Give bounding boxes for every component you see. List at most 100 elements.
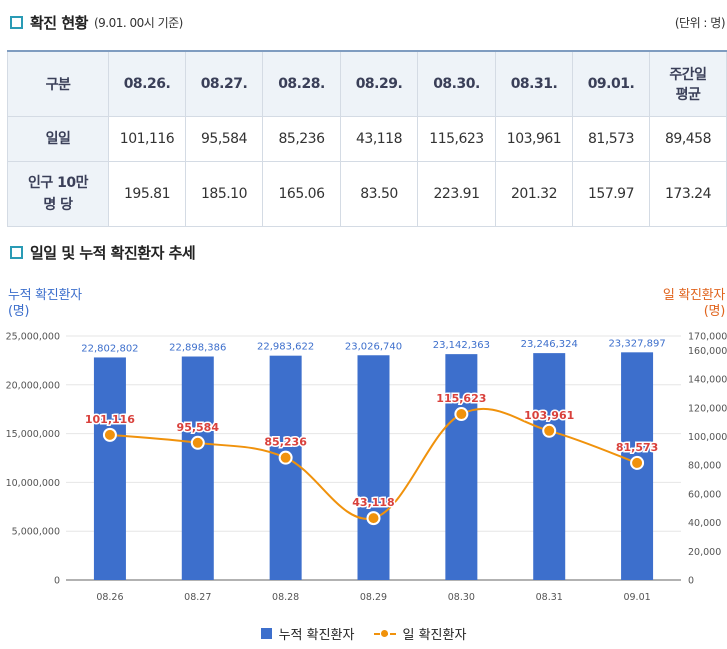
x-tick-label: 08.26 [96,592,123,603]
y-left-tick-label: 10,000,000 [6,478,60,489]
bar-data-label: 23,026,740 [345,341,402,352]
bar-cumulative [269,355,302,580]
point-daily [630,455,645,470]
table-cell: 83.50 [340,161,418,227]
x-tick-label: 08.29 [360,592,387,603]
point-daily [278,450,293,465]
unit-label: (단위 : 명) [674,16,726,30]
table-cell: 185.10 [185,161,263,227]
y-right-tick-label: 120,000 [688,403,727,414]
y-left-tick-label: 20,000,000 [6,380,60,391]
y-left-tick-label: 5,000,000 [12,527,60,538]
y-right-tick-label: 80,000 [688,461,721,472]
bar-cumulative [533,353,566,580]
header-cell: 08.26. [108,50,186,117]
table-cell: 173.24 [649,161,727,227]
y-left-tick-label: 15,000,000 [6,429,60,440]
row-label: 일일 [7,116,109,162]
table-row: 인구 10만 명 당 195.81 185.10 165.06 83.50 223.91 20… [7,161,727,227]
point-daily [366,511,381,526]
y-axis-right-title: 일 확진환자 (명) [662,288,725,319]
header-cell: 08.28. [262,50,341,117]
legend-line-swatch [374,628,397,639]
line-data-label: 95,584 [177,421,220,434]
y-right-tick-label: 40,000 [688,518,721,529]
bar-cumulative [181,356,214,580]
bar-cumulative [445,354,478,580]
y-left-tick-label: 0 [54,576,60,587]
header-cell: 08.30. [417,50,496,117]
legend-label: 누적 확진환자 [278,628,355,643]
header-cell: 08.27. [185,50,263,117]
bar-data-label: 22,983,622 [257,342,314,353]
x-tick-label: 08.30 [448,592,475,603]
table-cell: 85,236 [262,116,341,162]
line-data-label: 43,118 [352,496,394,509]
table-cell: 223.91 [417,161,496,227]
legend-item-cumulative: 누적 확진환자 [260,624,355,643]
bar-data-label: 22,898,386 [169,343,226,354]
bar-data-label: 22,802,802 [81,343,138,354]
table-cell: 81,573 [572,116,650,162]
y-right-tick-label: 170,000 [688,332,727,343]
header-cell: 09.01. [572,50,650,117]
legend-item-daily: 일 확진환자 [374,624,466,643]
y-right-tick-label: 140,000 [688,375,727,386]
section-header-trend: 일일 및 누적 확진환자 추세 [10,242,196,263]
row-label: 인구 10만 명 당 [7,161,109,227]
line-data-label: 85,236 [264,436,307,449]
table-cell: 43,118 [340,116,418,162]
table-cell: 103,961 [495,116,573,162]
x-tick-label: 08.31 [536,592,563,603]
stats-table: 구분 08.26. 08.27. 08.28. 08.29. 08.30. 08.31. 09… [7,50,727,227]
table-cell: 195.81 [108,161,186,227]
y-right-tick-label: 20,000 [688,547,721,558]
point-daily [102,427,117,442]
point-daily [190,435,205,450]
table-cell: 101,116 [108,116,186,162]
y-right-tick-label: 100,000 [688,432,727,443]
bar-cumulative [93,357,126,580]
section-title: 일일 및 누적 확진환자 추세 [30,244,196,262]
bar-data-label: 23,246,324 [521,339,578,350]
header-cell: 주간일 평균 [649,50,727,117]
table-cell: 89,458 [649,116,727,162]
x-tick-label: 08.28 [272,592,299,603]
y-axis-left-title: 누적 확진환자 (명) [8,288,82,319]
header-cell: 08.31. [495,50,573,117]
line-data-label: 103,961 [524,409,574,422]
y-right-tick-label: 0 [688,576,694,587]
table-cell: 157.97 [572,161,650,227]
chart-legend: 누적 확진환자 일 확진환자 [0,624,727,643]
table-cell: 115,623 [417,116,496,162]
section-bullet-icon [10,16,23,29]
header-cell: 08.29. [340,50,418,117]
y-right-tick-label: 60,000 [688,489,721,500]
y-right-tick-label: 160,000 [688,346,727,357]
bar-data-label: 23,142,363 [433,340,490,351]
bar-data-label: 23,327,897 [608,338,665,349]
table-body: 일일 101,116 95,584 85,236 43,118 115,623 103,96… [7,116,727,227]
legend-label: 일 확진환자 [402,628,467,643]
section-title: 확진 현황 [30,14,88,32]
header-category: 구분 [7,50,109,117]
combo-chart: 0 5,000,000 10,000,000 15,000,000 20,000,000… [6,332,727,604]
y-left-tick-label: 25,000,000 [6,332,60,343]
table-header-row: 구분 08.26. 08.27. 08.28. 08.29. 08.30. 08.31. 09… [7,50,727,117]
bar-cumulative [357,355,390,580]
line-data-label: 101,116 [85,413,135,426]
table-cell: 165.06 [262,161,341,227]
point-daily [542,423,557,438]
table-row: 일일 101,116 95,584 85,236 43,118 115,623 103,96… [7,116,727,162]
line-data-label: 81,573 [616,441,658,454]
point-daily [454,407,469,422]
x-tick-label: 09.01 [623,592,650,603]
x-tick-label: 08.27 [184,592,211,603]
section-subtitle: (9.01. 00시 기준) [93,16,183,30]
section-bullet-icon [10,246,23,259]
legend-bar-swatch [260,628,272,639]
table-cell: 95,584 [185,116,263,162]
section-header-status: 확진 현황 (9.01. 00시 기준) [10,12,183,33]
line-data-label: 115,623 [436,392,486,405]
table-cell: 201.32 [495,161,573,227]
